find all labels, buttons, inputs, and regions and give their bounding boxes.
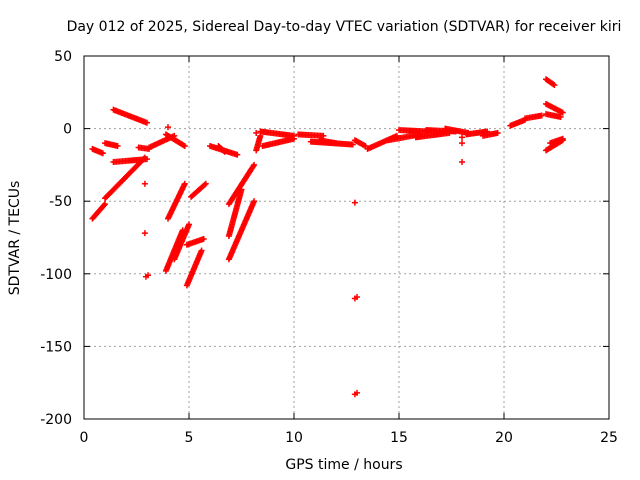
- data-point: [141, 230, 148, 237]
- data-point: [221, 148, 228, 155]
- data-point: [459, 134, 465, 141]
- data-point: [141, 180, 148, 187]
- data-point: [251, 198, 258, 205]
- data-point: [351, 199, 358, 206]
- data-point: [144, 156, 150, 163]
- data-point: [459, 140, 465, 147]
- x-axis-label: GPS time / hours: [285, 457, 402, 473]
- x-tick-label: 15: [390, 430, 408, 446]
- data-point: [538, 112, 545, 119]
- data-point: [354, 294, 360, 301]
- data-point: [459, 158, 465, 165]
- data-point: [551, 82, 558, 89]
- data-point: [202, 180, 209, 187]
- data-point: [253, 129, 260, 136]
- data-point: [144, 119, 150, 126]
- plot-frame: [83, 55, 610, 420]
- y-tick-label: -100: [40, 267, 72, 283]
- x-tick-label: 0: [80, 430, 89, 446]
- x-tick-label: 10: [285, 430, 303, 446]
- data-point: [251, 161, 258, 168]
- data-point: [557, 113, 564, 120]
- data-point: [101, 202, 108, 209]
- data-point: [220, 147, 227, 154]
- x-tick-label: 20: [495, 430, 513, 446]
- data-point: [354, 389, 360, 396]
- data-point: [114, 143, 121, 150]
- y-tick-label: -150: [40, 339, 72, 355]
- y-axis-label: SDTVAR / TECUs: [7, 181, 23, 296]
- x-tick-label: 25: [600, 430, 618, 446]
- data-point: [165, 124, 171, 131]
- data-point: [559, 109, 566, 116]
- data-point: [234, 151, 241, 158]
- data-point: [550, 81, 557, 88]
- x-tick-label: 5: [185, 430, 194, 446]
- data-point: [559, 135, 566, 142]
- data-point: [186, 221, 192, 228]
- data-point: [198, 247, 205, 254]
- data-point: [494, 129, 501, 136]
- data-point: [200, 235, 207, 242]
- data-point: [181, 143, 188, 150]
- data-point: [102, 201, 108, 208]
- data-point: [291, 135, 297, 142]
- data-point: [145, 272, 152, 279]
- data-points: [89, 76, 566, 398]
- y-tick-label: 0: [63, 122, 72, 138]
- data-point: [181, 180, 188, 187]
- chart-title: Day 012 of 2025, Sidereal Day-to-day VTE…: [67, 19, 622, 35]
- axis-ticks: [83, 55, 610, 420]
- y-tick-label: -200: [40, 412, 72, 428]
- x-tick-labels: 0 5 10 15 20 25: [80, 430, 618, 446]
- data-point: [333, 140, 339, 147]
- data-point: [349, 141, 356, 148]
- y-tick-label: -50: [49, 194, 72, 210]
- data-point: [320, 132, 327, 139]
- y-tick-labels: 50 0 -50 -100 -150 -200: [40, 49, 72, 428]
- data-point: [201, 181, 208, 188]
- y-tick-label: 50: [54, 49, 72, 65]
- data-point: [99, 150, 106, 157]
- grid-lines: [84, 56, 609, 419]
